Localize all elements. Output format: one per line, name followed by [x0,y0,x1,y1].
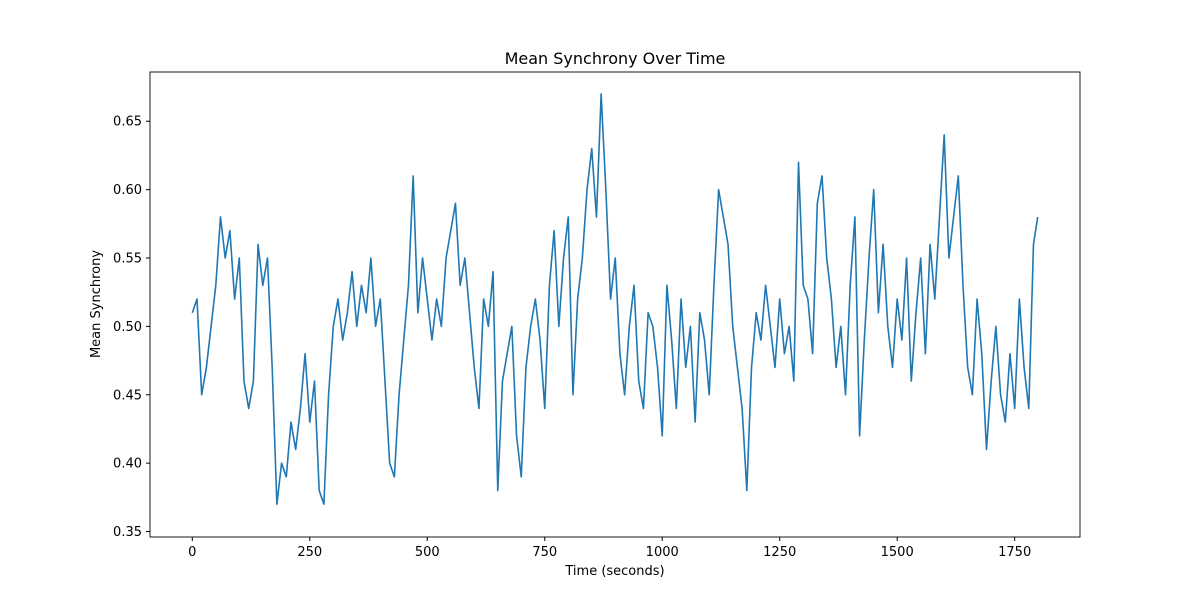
y-tick-label: 0.35 [113,525,142,540]
y-tick-label: 0.50 [113,320,142,335]
line-series [191,93,1039,505]
x-tick-label: 1000 [646,545,679,560]
y-tick-label: 0.40 [113,457,142,472]
y-axis-label: Mean Synchrony [89,250,104,358]
y-tick-label: 0.60 [113,183,142,198]
x-tick-label: 250 [297,545,322,560]
x-tick-label: 1500 [881,545,914,560]
x-tick-label: 1750 [998,545,1031,560]
x-axis-label: Time (seconds) [564,564,664,579]
y-tick-label: 0.55 [113,252,142,267]
y-tick-label: 0.65 [113,115,142,130]
x-tick-label: 1250 [763,545,796,560]
x-tick-label: 750 [532,545,557,560]
plot-frame [149,71,1081,538]
chart-title: Mean Synchrony Over Time [505,49,726,68]
y-tick-label: 0.45 [113,388,142,403]
x-tick-label: 0 [188,545,196,560]
x-tick-label: 500 [415,545,440,560]
